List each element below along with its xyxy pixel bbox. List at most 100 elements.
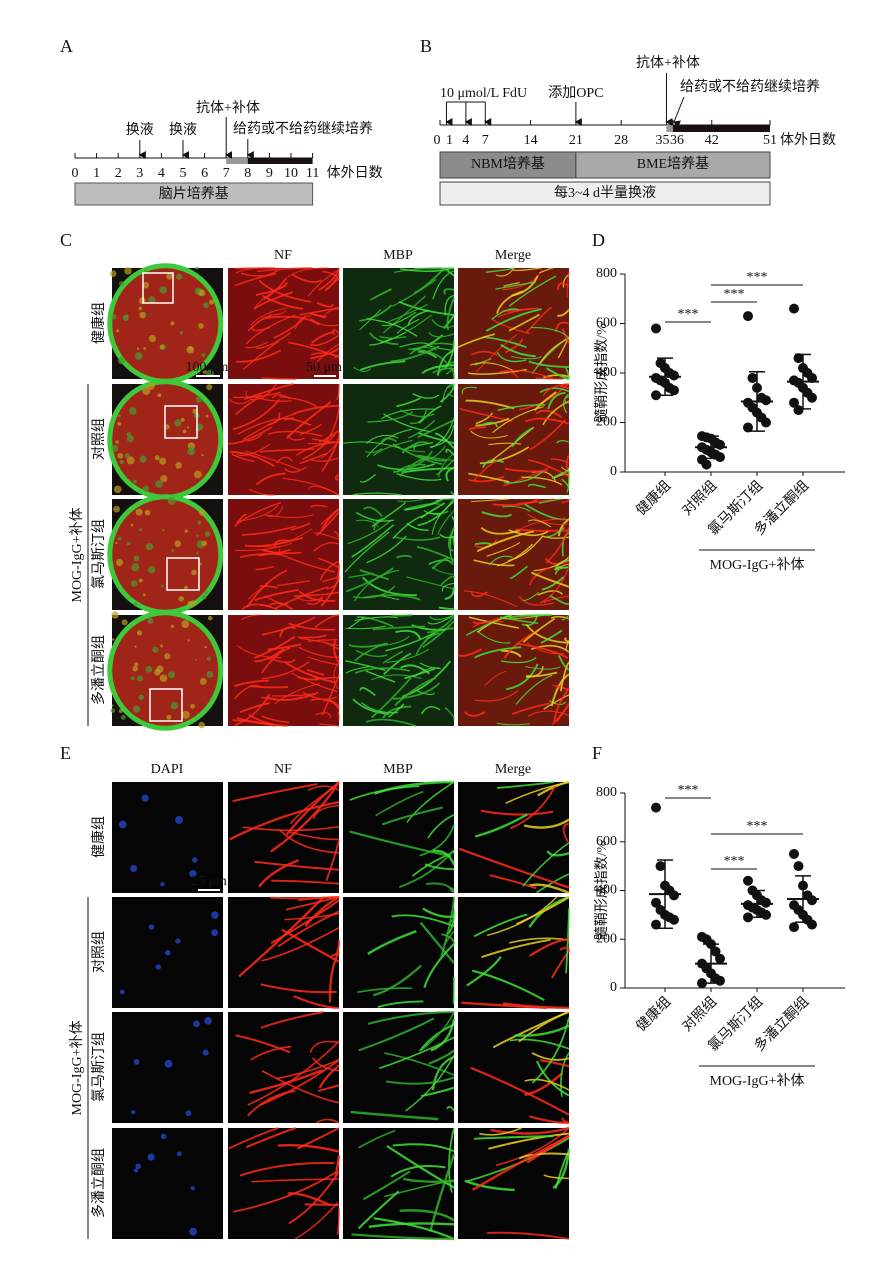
fiber [359, 569, 390, 581]
tissue-spot [118, 708, 123, 714]
fiber [518, 1152, 570, 1160]
data-point [715, 975, 725, 986]
fiber [527, 710, 570, 718]
fiber [245, 1126, 297, 1149]
fiber [345, 660, 386, 671]
fiber [242, 825, 340, 832]
fiber [508, 275, 557, 307]
fiber [552, 684, 570, 691]
fiber [298, 590, 336, 602]
tissue-spot [122, 314, 129, 321]
fiber [309, 334, 340, 347]
tissue-spot [162, 528, 165, 532]
tissue-spot [203, 302, 210, 309]
fiber [232, 783, 318, 803]
data-point [715, 439, 725, 450]
fiber [318, 557, 340, 569]
fiber [319, 723, 340, 727]
tick-label: 0 [72, 166, 79, 181]
fiber [388, 703, 405, 718]
fiber [406, 576, 455, 590]
fiber [438, 452, 455, 478]
data-point [793, 861, 804, 872]
fiber [358, 1129, 396, 1149]
fiber [528, 519, 552, 528]
fiber [554, 563, 570, 571]
tissue-spot [201, 453, 204, 457]
fiber [276, 580, 311, 587]
fiber [430, 1018, 456, 1052]
fiber [299, 306, 340, 316]
fiber [520, 518, 570, 530]
fiber [421, 1011, 455, 1051]
fiber [492, 406, 544, 434]
fiber [545, 557, 570, 565]
fiber [515, 528, 570, 532]
fiber [392, 682, 441, 700]
tissue-spot [180, 417, 185, 422]
fiber [545, 526, 570, 564]
fiber [255, 565, 275, 571]
fiber [348, 616, 365, 629]
fiber [347, 519, 392, 545]
fiber [438, 606, 455, 610]
tissue-spot [129, 407, 137, 415]
fiber [392, 450, 434, 473]
fiber [365, 670, 396, 683]
fiber [277, 1144, 340, 1153]
fiber [424, 863, 455, 871]
fiber [314, 614, 340, 628]
event-label: 10 μmol/L FdU [440, 86, 527, 101]
fiber [469, 362, 513, 371]
fiber [443, 288, 455, 295]
tissue-spot [143, 347, 146, 350]
fiber [350, 1110, 439, 1121]
fiber [239, 1161, 335, 1177]
fiber [504, 338, 524, 354]
fiber [299, 452, 329, 465]
fiber [297, 634, 327, 639]
data-point [761, 909, 771, 920]
fiber [230, 450, 275, 468]
fiber [265, 506, 284, 518]
fiber [407, 309, 430, 326]
fiber [488, 1132, 570, 1150]
tissue-spot [126, 456, 135, 465]
fiber [556, 282, 570, 290]
tissue-spot [203, 369, 207, 374]
tissue-spot [126, 435, 134, 443]
nucleus [165, 949, 171, 956]
data-point [651, 323, 661, 334]
tissue-spot [124, 453, 130, 459]
fiber [522, 592, 539, 601]
y-tick-label: 600 [596, 834, 617, 849]
fiber [445, 707, 455, 718]
fiber [488, 555, 513, 566]
tissue-spot [159, 457, 167, 465]
fiber [294, 315, 312, 330]
fiber [536, 873, 570, 894]
nucleus [202, 1049, 209, 1056]
fiber [304, 895, 340, 927]
channel-header: NF [274, 762, 292, 777]
tissue-spot [145, 665, 153, 673]
data-point [669, 370, 679, 381]
fiber [270, 781, 341, 853]
fiber [302, 692, 337, 700]
nucleus [134, 1168, 139, 1173]
tissue-spot [192, 408, 198, 414]
fiber [421, 364, 455, 375]
fiber [531, 571, 570, 588]
micrograph [228, 614, 340, 727]
nucleus [189, 870, 197, 878]
micrograph-bg [112, 1128, 223, 1239]
fiber [259, 448, 315, 453]
fiber [543, 694, 570, 710]
fiber [235, 267, 276, 270]
micrograph [228, 383, 340, 496]
fiber [308, 485, 340, 496]
fiber [317, 1084, 340, 1092]
fiber [428, 332, 455, 338]
fiber [313, 343, 340, 366]
fiber [484, 670, 507, 687]
